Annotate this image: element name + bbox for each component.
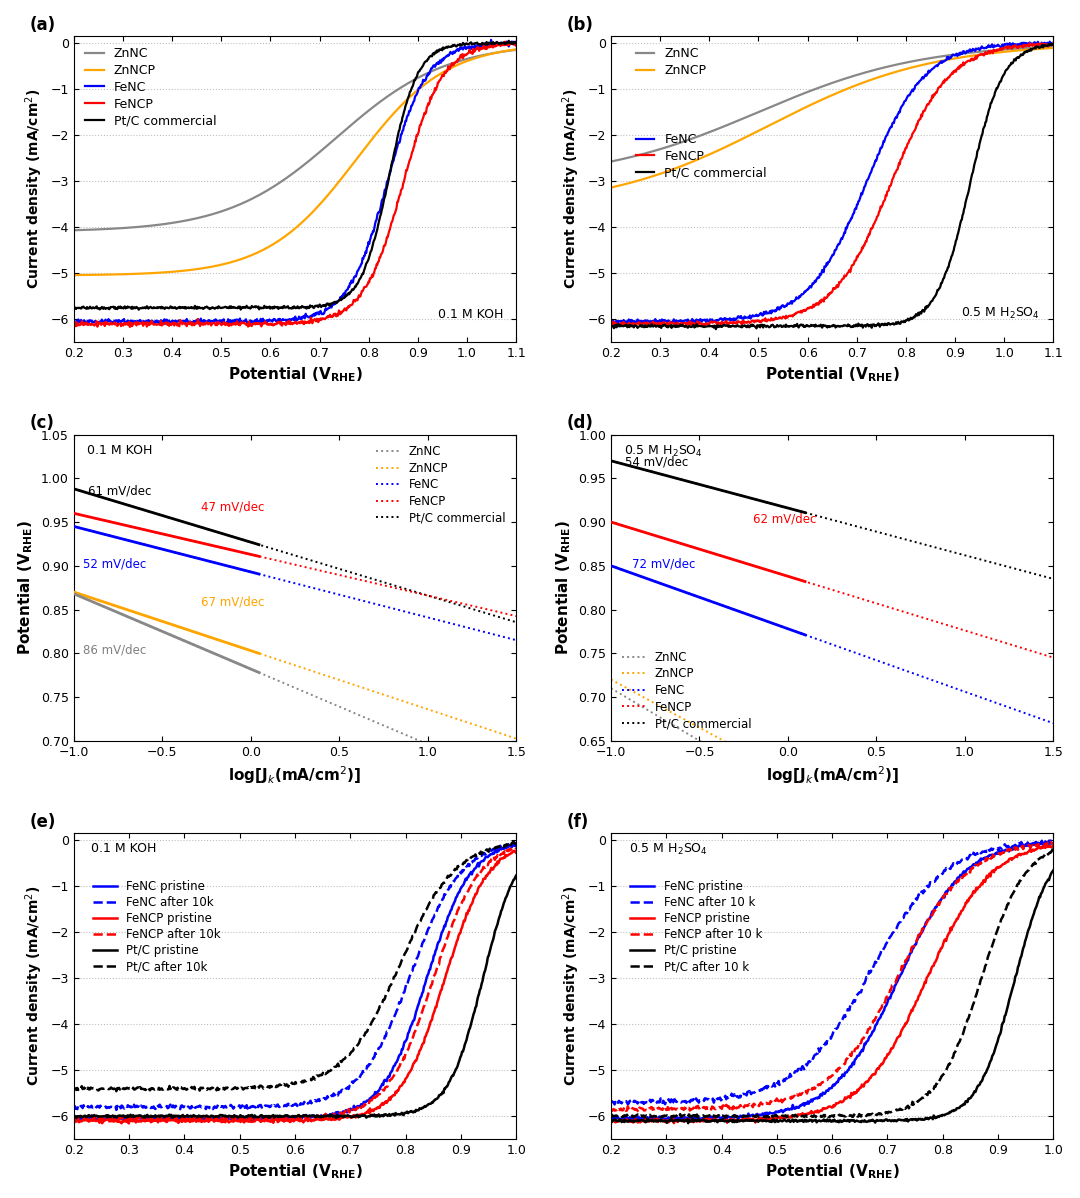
X-axis label: Potential (V$_\mathregular{RHE}$): Potential (V$_\mathregular{RHE}$) bbox=[228, 1162, 363, 1181]
Y-axis label: Current density (mA/cm$^2$): Current density (mA/cm$^2$) bbox=[24, 887, 45, 1087]
Legend: ZnNC, ZnNCP, FeNC, FeNCP, Pt/C commercial: ZnNC, ZnNCP, FeNC, FeNCP, Pt/C commercia… bbox=[617, 646, 756, 734]
Text: (e): (e) bbox=[29, 813, 56, 831]
Y-axis label: Potential (V$_\mathregular{RHE}$): Potential (V$_\mathregular{RHE}$) bbox=[16, 520, 36, 655]
X-axis label: log[J$_k$(mA/cm$^2$)]: log[J$_k$(mA/cm$^2$)] bbox=[228, 764, 362, 786]
Text: 61 mV/dec: 61 mV/dec bbox=[87, 485, 151, 498]
X-axis label: Potential (V$_\mathregular{RHE}$): Potential (V$_\mathregular{RHE}$) bbox=[228, 365, 363, 385]
Y-axis label: Potential (V$_\mathregular{RHE}$): Potential (V$_\mathregular{RHE}$) bbox=[554, 520, 572, 655]
Text: 0.1 M KOH: 0.1 M KOH bbox=[92, 842, 157, 855]
Legend: FeNC, FeNCP, Pt/C commercial: FeNC, FeNCP, Pt/C commercial bbox=[631, 128, 772, 184]
Legend: FeNC pristine, FeNC after 10 k, FeNCP pristine, FeNCP after 10 k, Pt/C pristine,: FeNC pristine, FeNC after 10 k, FeNCP pr… bbox=[625, 876, 767, 978]
Y-axis label: Current density (mA/cm$^2$): Current density (mA/cm$^2$) bbox=[24, 89, 45, 290]
Legend: FeNC pristine, FeNC after 10k, FeNCP pristine, FeNCP after 10k, Pt/C pristine, P: FeNC pristine, FeNC after 10k, FeNCP pri… bbox=[89, 876, 226, 978]
Text: 0.5 M H$_2$SO$_4$: 0.5 M H$_2$SO$_4$ bbox=[961, 305, 1040, 321]
X-axis label: log[J$_k$(mA/cm$^2$)]: log[J$_k$(mA/cm$^2$)] bbox=[766, 764, 899, 786]
Text: 0.5 M H$_2$SO$_4$: 0.5 M H$_2$SO$_4$ bbox=[629, 842, 707, 858]
Text: 86 mV/dec: 86 mV/dec bbox=[83, 643, 146, 657]
Text: 67 mV/dec: 67 mV/dec bbox=[201, 595, 265, 609]
Text: 62 mV/dec: 62 mV/dec bbox=[753, 512, 816, 525]
Text: (c): (c) bbox=[29, 415, 54, 432]
X-axis label: Potential (V$_\mathregular{RHE}$): Potential (V$_\mathregular{RHE}$) bbox=[765, 365, 900, 385]
Text: (d): (d) bbox=[567, 415, 594, 432]
Text: 52 mV/dec: 52 mV/dec bbox=[83, 557, 146, 570]
Legend: ZnNC, ZnNCP, FeNC, FeNCP, Pt/C commercial: ZnNC, ZnNCP, FeNC, FeNCP, Pt/C commercia… bbox=[372, 441, 510, 530]
Text: 47 mV/dec: 47 mV/dec bbox=[201, 501, 265, 514]
Text: (f): (f) bbox=[567, 813, 589, 831]
Legend: ZnNC, ZnNCP, FeNC, FeNCP, Pt/C commercial: ZnNC, ZnNCP, FeNC, FeNCP, Pt/C commercia… bbox=[80, 42, 221, 132]
Text: (a): (a) bbox=[29, 16, 56, 34]
Text: 72 mV/dec: 72 mV/dec bbox=[632, 557, 696, 570]
Text: 0.1 M KOH: 0.1 M KOH bbox=[437, 308, 503, 321]
Y-axis label: Current density (mA/cm$^2$): Current density (mA/cm$^2$) bbox=[561, 887, 582, 1087]
Text: 0.5 M H$_2$SO$_4$: 0.5 M H$_2$SO$_4$ bbox=[624, 443, 703, 459]
Text: 0.1 M KOH: 0.1 M KOH bbox=[87, 443, 152, 456]
X-axis label: Potential (V$_\mathregular{RHE}$): Potential (V$_\mathregular{RHE}$) bbox=[765, 1162, 900, 1181]
Text: (b): (b) bbox=[567, 16, 594, 34]
Text: 54 mV/dec: 54 mV/dec bbox=[625, 455, 688, 468]
Y-axis label: Current density (mA/cm$^2$): Current density (mA/cm$^2$) bbox=[561, 89, 582, 290]
